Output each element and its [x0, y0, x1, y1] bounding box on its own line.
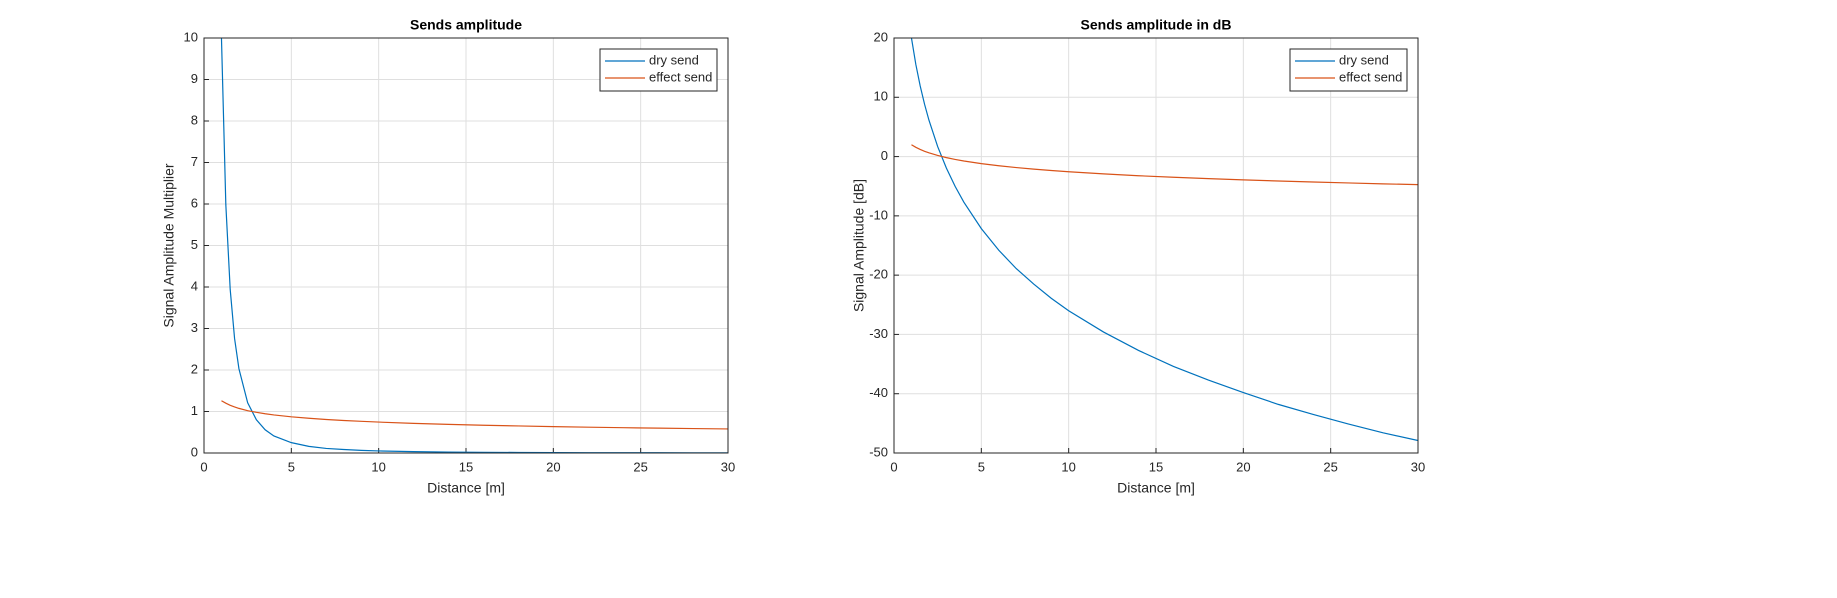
chart-title: Sends amplitude in dB — [1081, 17, 1232, 33]
y-tick-label: -20 — [869, 267, 888, 282]
x-tick-label: 10 — [371, 459, 385, 474]
chart-title: Sends amplitude — [410, 17, 522, 33]
subplot: 0 5 10 15 20 25 30 0 1 2 3 4 5 6 7 8 9 10 Sends amplitude D… — [161, 17, 736, 496]
y-tick-label: 0 — [881, 148, 888, 163]
y-tick-label: 5 — [191, 237, 198, 252]
x-axis-label: Distance [m] — [427, 480, 505, 496]
y-tick-label: 9 — [191, 71, 198, 86]
legend-label: effect send — [649, 69, 712, 84]
y-axis-label: Signal Amplitude Multiplier — [161, 163, 177, 328]
x-tick-label: 15 — [1149, 459, 1163, 474]
x-tick-label: 20 — [1236, 459, 1250, 474]
legend-label: effect send — [1339, 69, 1402, 84]
y-tick-label: 2 — [191, 361, 198, 376]
data-line — [910, 38, 1418, 442]
y-tick-label: 3 — [191, 320, 198, 335]
legend-label: dry send — [649, 52, 699, 67]
y-tick-label: 10 — [874, 89, 888, 104]
x-tick-label: 5 — [288, 459, 295, 474]
y-tick-label: -30 — [869, 326, 888, 341]
data-line — [911, 144, 1418, 186]
y-tick-label: 8 — [191, 112, 198, 127]
x-tick-label: 10 — [1061, 459, 1075, 474]
y-tick-label: 6 — [191, 195, 198, 210]
axes-box — [893, 37, 1419, 454]
legend-box — [599, 48, 718, 92]
y-tick-label: 4 — [191, 278, 198, 293]
axes-box — [203, 37, 729, 454]
x-axis-label: Distance [m] — [1117, 480, 1195, 496]
y-axis-label: Signal Amplitude [dB] — [851, 179, 867, 312]
legend-label: dry send — [1339, 52, 1389, 67]
legend-box — [1289, 48, 1408, 92]
x-tick-label: 15 — [459, 459, 473, 474]
y-tick-label: 0 — [191, 444, 198, 459]
data-line — [221, 400, 728, 430]
y-tick-label: 1 — [191, 403, 198, 418]
x-tick-label: 5 — [978, 459, 985, 474]
x-tick-label: 25 — [1323, 459, 1337, 474]
x-tick-label: 30 — [721, 459, 735, 474]
subplot: 0 5 10 15 20 25 30 -50 -40 -30 -20 -10 0 10 20 Sends am… — [851, 17, 1426, 496]
x-tick-label: 0 — [200, 459, 207, 474]
y-tick-label: -50 — [869, 444, 888, 459]
y-tick-label: 20 — [874, 29, 888, 44]
x-tick-label: 20 — [546, 459, 560, 474]
y-tick-label: -10 — [869, 207, 888, 222]
y-tick-label: -40 — [869, 385, 888, 400]
x-tick-label: 30 — [1411, 459, 1425, 474]
x-tick-label: 25 — [633, 459, 647, 474]
y-tick-label: 7 — [191, 154, 198, 169]
x-tick-label: 0 — [890, 459, 897, 474]
y-tick-label: 10 — [184, 29, 198, 44]
